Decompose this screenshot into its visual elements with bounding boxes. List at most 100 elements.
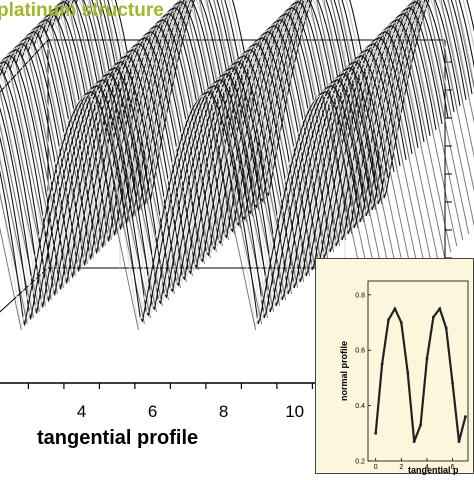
shadow-line [61,4,112,241]
shadow-line [316,0,365,223]
inset-x-tick-label: 4 [425,464,429,471]
inset-data-point [387,318,390,322]
shadow-line [406,10,458,247]
shadow-line [213,0,259,211]
surface-strip [0,70,380,305]
inset-chart: 0 2 4 6 0.2 0.4 0.6 0.8 normal profile tangenti… [315,258,474,475]
inset-y-axis-label: normal profile [339,341,349,401]
inset-data-point [374,431,378,435]
inset-x-tick-label: 2 [399,464,403,471]
surface-strip [0,64,386,299]
shadow-line [148,34,199,271]
shadow-line [358,58,410,295]
surface-strip [12,28,422,263]
inset-data-point [451,382,455,385]
shadow-line [118,64,169,301]
inset-data-point [393,307,397,311]
shadow-line [277,22,329,259]
surface-strip [18,22,428,257]
surface-strip [24,16,434,251]
shadow-line [172,10,223,247]
shadow-line [253,46,305,283]
shadow-line [88,94,139,331]
inset-data-point [464,415,467,419]
shadow-line [31,34,82,271]
inset-x-axis-label: tangential p [408,465,459,475]
shadow-line [388,28,440,265]
shadow-line [7,58,58,295]
shadow-line [0,226,22,331]
shadow-line [433,0,474,193]
surface-strip [6,34,416,269]
shadow-line [103,0,148,205]
x-tick-label: 10 [285,402,304,421]
inset-data-point [431,315,435,319]
inset-y-tick-label: 0.6 [355,348,365,355]
surface-strip [0,88,362,323]
shadow-line [283,16,335,253]
shadow-line [43,22,94,259]
shadow-line [426,0,474,227]
x-tick-label: 8 [219,402,228,421]
shadow-line [191,0,241,229]
surface-strip [60,0,470,215]
shadow-line [394,22,446,259]
surface-strip [0,52,398,287]
shadow-line [382,34,434,271]
surface-strip [72,0,474,203]
inset-plot: 0 2 4 6 0.2 0.4 0.6 0.8 normal profile tangenti… [339,280,469,475]
shadow-line [220,0,265,205]
shadow-line [364,52,416,289]
front-axis [0,382,349,389]
shadow-line [376,40,428,277]
inset-series-line [374,306,467,442]
chart-title: platinum structure [0,0,164,21]
surface-strip [48,0,458,227]
shadow-line [271,28,323,265]
surface-strips [0,0,474,331]
shadow-line [160,22,211,259]
shadow-line [136,46,187,283]
surface-strip [0,58,392,293]
shadow-line [211,88,263,325]
inset-data-point [444,326,448,330]
shadow-line [0,123,40,313]
shadow-line [96,0,142,211]
shadow-line [198,0,247,223]
surface-strip [30,10,440,245]
shadow-line [440,0,474,159]
surface-strip [54,0,464,221]
shadow-line [0,158,34,319]
shadow-line [241,58,293,295]
surface-strip [0,40,410,275]
shadow-line [223,76,275,313]
x-tick-label: 4 [77,402,86,421]
inset-ticks: 0 2 4 6 0.2 0.4 0.6 0.8 [355,292,454,471]
shadow-line [217,82,269,319]
shadow-line [259,40,311,277]
shadow-line [206,0,253,217]
shadow-line [301,0,353,235]
shadow-line [337,0,383,205]
shadow-line [400,16,452,253]
shadow-line [112,70,163,307]
shadow-line [265,34,317,271]
surface-strip [0,46,404,281]
shadow-line [412,4,464,241]
shadow-line [1,64,52,301]
shadow-line [67,0,118,235]
shadow-line [0,192,28,325]
shadow-line [55,10,106,247]
inset-data-point [399,321,403,324]
shadow-line [124,58,175,295]
shadow-line [370,46,422,283]
shadow-line [0,89,46,307]
shadow-line [37,28,88,265]
surface-strip [0,82,368,317]
shadow-line [235,64,287,301]
shadow-line [25,40,76,277]
shadow-line [94,88,145,325]
shadow-line [295,4,347,241]
inset-data-point [438,307,442,311]
